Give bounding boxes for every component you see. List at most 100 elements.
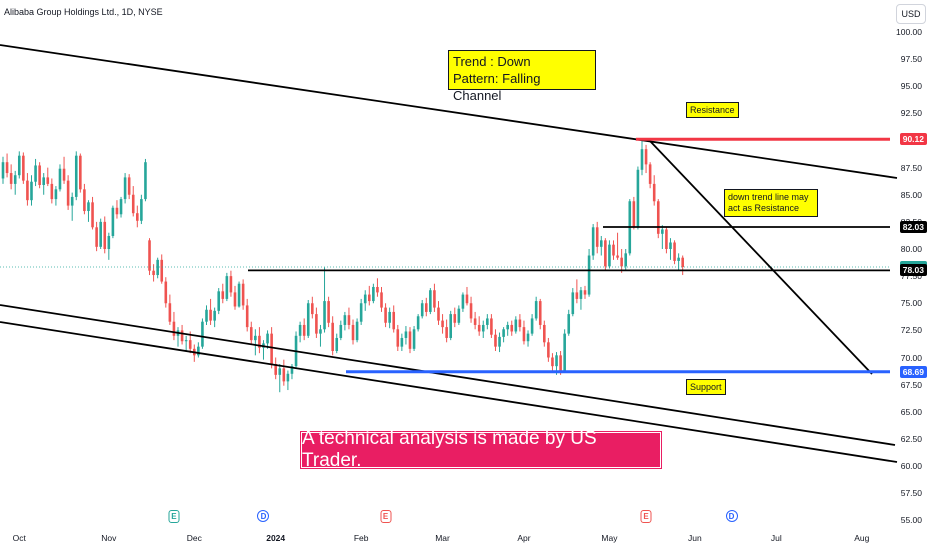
candle [343, 311, 347, 331]
candle-body [168, 303, 172, 322]
candle [282, 359, 286, 386]
candle [168, 294, 172, 325]
candle-body [107, 235, 111, 249]
candle-body [286, 373, 290, 382]
candle-body [522, 327, 526, 342]
candle-body [587, 255, 591, 295]
candle [209, 298, 212, 325]
candle-body [396, 329, 400, 347]
candle [368, 285, 371, 306]
candle [620, 249, 623, 273]
candle-body [258, 335, 261, 348]
candle [229, 270, 233, 297]
candle [652, 175, 656, 206]
candle [294, 331, 298, 369]
candle-body [543, 324, 546, 343]
candle-body [461, 294, 465, 309]
candle-body [315, 314, 318, 334]
candle [42, 173, 45, 195]
candle [22, 152, 25, 184]
earnings-marker[interactable]: E [640, 510, 652, 523]
candle-body [70, 196, 74, 206]
price-tick-label: 75.00 [900, 298, 922, 309]
candle [87, 200, 90, 222]
candle [254, 329, 257, 356]
symbol-title: Alibaba Group Holdings Ltd., 1D, NYSE [4, 7, 163, 17]
candle [636, 166, 640, 230]
candle-body [290, 366, 294, 374]
candle [661, 225, 664, 249]
candle [595, 221, 599, 254]
candle-body [579, 290, 583, 299]
candle-body [140, 199, 143, 221]
time-tick-label: Jun [688, 533, 702, 543]
candle [632, 196, 636, 230]
candle-body [87, 202, 90, 212]
candles [1, 138, 684, 393]
candle-body [416, 316, 420, 330]
candle-body [429, 290, 432, 312]
candle [217, 288, 221, 315]
candle-body [17, 155, 21, 176]
price-tick-label: 85.00 [900, 189, 922, 200]
candle [534, 296, 538, 321]
candle [306, 299, 310, 338]
candle-body [620, 257, 623, 267]
candle [384, 303, 387, 328]
candle-body [640, 149, 644, 170]
candle-body [148, 240, 151, 271]
time-tick-label: May [601, 533, 618, 543]
candle [79, 153, 82, 193]
currency-button[interactable]: USD [896, 4, 926, 24]
candle [347, 307, 351, 330]
candle-body [103, 221, 107, 249]
candle-body [502, 329, 505, 337]
candle-body [473, 318, 477, 325]
candle [437, 301, 440, 325]
candle [180, 324, 184, 345]
candle-body [551, 357, 554, 367]
dividend-marker[interactable]: D [257, 510, 270, 522]
candle [127, 174, 131, 200]
candle [563, 329, 566, 373]
candle-body [201, 321, 204, 347]
candle-body [624, 253, 628, 267]
candle-body [494, 334, 497, 347]
earnings-marker[interactable]: E [168, 510, 180, 523]
candle [290, 364, 294, 380]
time-tick-label: Oct [12, 533, 26, 543]
price-tick-label: 95.00 [900, 81, 922, 92]
candle-body [99, 221, 102, 247]
candle [319, 324, 322, 347]
candle [123, 173, 127, 204]
candle [567, 309, 571, 336]
candle [429, 288, 432, 315]
price-tick-label: 62.50 [900, 433, 922, 444]
candle [538, 298, 542, 330]
candle [70, 192, 74, 221]
candle-body [62, 168, 66, 181]
candle [445, 319, 448, 343]
candle [274, 357, 277, 380]
candle-body [13, 175, 17, 184]
candle-body [22, 155, 25, 181]
candle-body [372, 286, 375, 302]
candle-body [359, 303, 363, 322]
trend-note-line2: Pattern: Falling Channel [453, 71, 541, 103]
candle [449, 310, 452, 341]
candle [103, 216, 107, 254]
dividend-marker[interactable]: D [725, 510, 738, 522]
candle [91, 196, 94, 230]
candle [498, 332, 501, 353]
time-tick-label: Jul [770, 533, 782, 543]
candle-body [388, 311, 391, 323]
candle [119, 196, 123, 218]
earnings-marker[interactable]: E [380, 510, 392, 523]
time-tick-label: 2024 [266, 533, 286, 543]
candle-body [245, 305, 249, 328]
candle-body [54, 189, 58, 200]
candle-body [254, 335, 257, 341]
candle [30, 175, 33, 206]
candle [148, 238, 151, 276]
